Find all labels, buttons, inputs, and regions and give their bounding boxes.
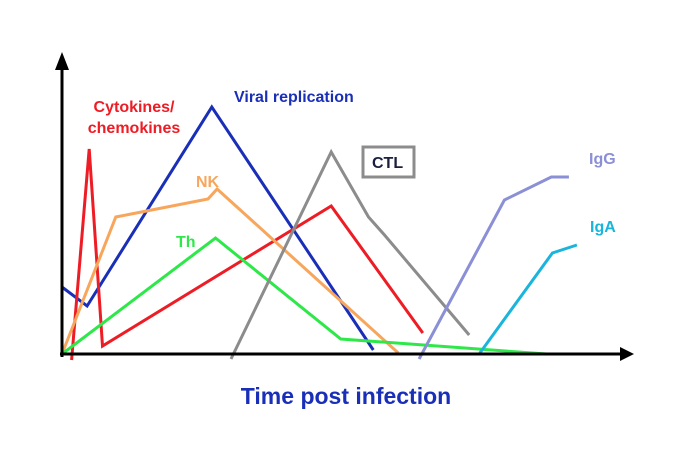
x-axis-label: Time post infection bbox=[241, 383, 451, 409]
ctl-label-box bbox=[361, 145, 416, 179]
y-axis-arrowhead bbox=[55, 52, 69, 70]
iga-label: IgA bbox=[590, 219, 616, 236]
igg-label: IgG bbox=[589, 151, 616, 168]
th-label: Th bbox=[176, 234, 196, 251]
viral-replication-label: Viral replication bbox=[234, 89, 354, 106]
series-layer bbox=[60, 104, 578, 361]
igg-line bbox=[417, 175, 569, 360]
nk-line bbox=[60, 186, 400, 355]
axes bbox=[55, 52, 634, 361]
series-labels: Viral replication Cytokines/chemokines NK T… bbox=[88, 89, 616, 251]
nk-label: NK bbox=[196, 174, 220, 191]
th-line bbox=[61, 236, 547, 356]
iga-line bbox=[478, 243, 578, 354]
x-axis-arrowhead bbox=[620, 347, 634, 361]
viral-replication-line bbox=[61, 104, 375, 351]
cytokines-chemokines-label-1: Cytokines/ bbox=[94, 99, 175, 116]
ctl-line bbox=[229, 148, 471, 360]
ctl-label: CTL bbox=[372, 155, 403, 172]
cytokines-chemokines-label-2: chemokines bbox=[88, 120, 181, 137]
cytokines-chemokines-line bbox=[70, 148, 425, 361]
